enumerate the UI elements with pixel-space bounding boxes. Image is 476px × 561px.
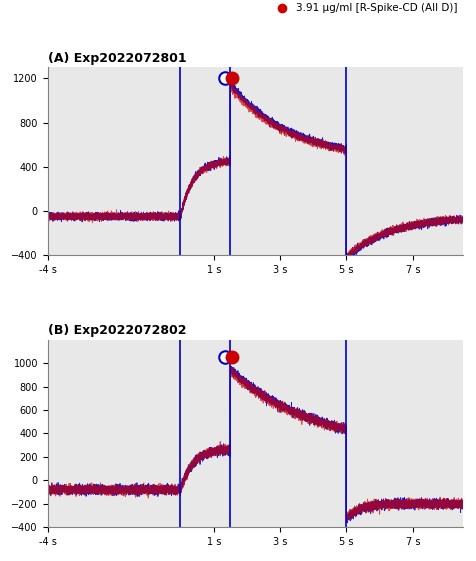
Text: (B) Exp2022072802: (B) Exp2022072802 (48, 324, 186, 337)
Text: (A) Exp2022072801: (A) Exp2022072801 (48, 52, 186, 65)
Legend: 1X normal Tyrode's solution, 3.91 µg/ml [R-Spike-CD (AII D)]: 1X normal Tyrode's solution, 3.91 µg/ml … (271, 0, 456, 13)
